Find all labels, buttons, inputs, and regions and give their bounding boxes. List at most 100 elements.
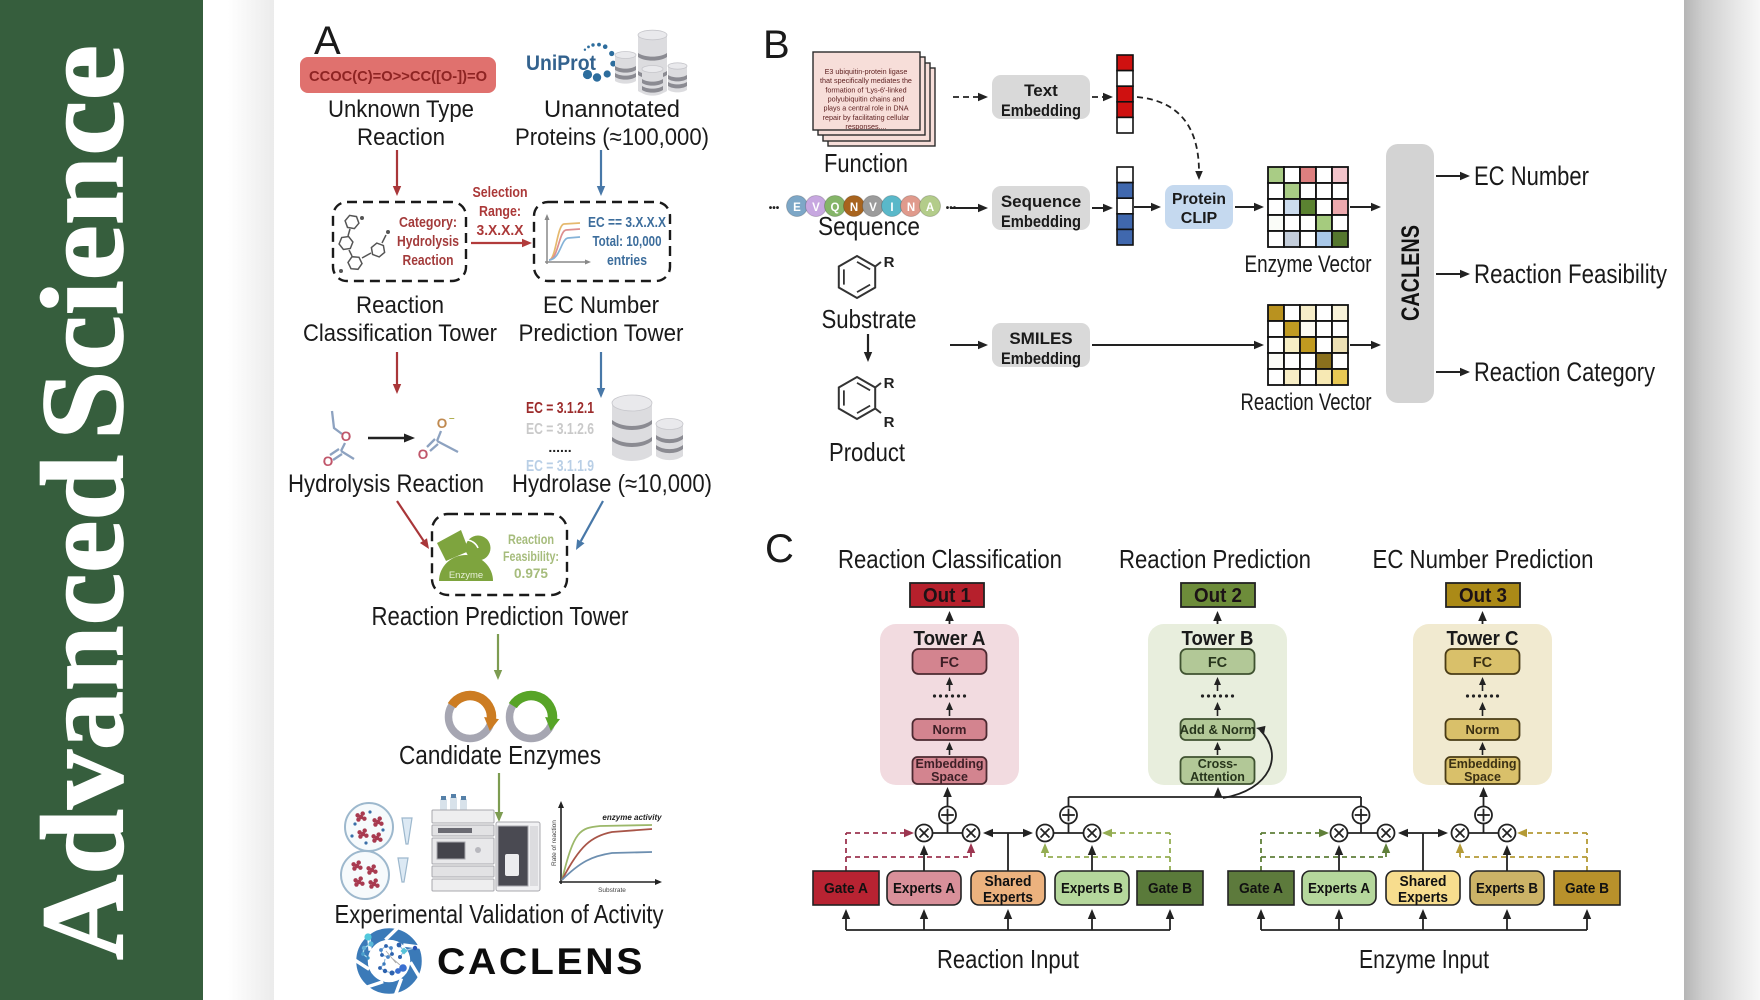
svg-text:Attention: Attention	[1190, 770, 1245, 784]
svg-text:Unannotated: Unannotated	[544, 96, 680, 123]
svg-text:Feasibility:: Feasibility:	[503, 548, 559, 564]
svg-text:Prediction Tower: Prediction Tower	[519, 320, 684, 347]
svg-text:Reaction Vector: Reaction Vector	[1241, 389, 1372, 416]
svg-text:CACLENS: CACLENS	[1397, 225, 1425, 321]
svg-text:Shared: Shared	[985, 874, 1032, 890]
svg-text:Reaction Feasibility: Reaction Feasibility	[1474, 259, 1667, 289]
svg-text:Gate B: Gate B	[1565, 881, 1609, 897]
svg-text:Out 1: Out 1	[923, 585, 971, 607]
svg-text:N: N	[850, 202, 858, 214]
svg-text:Hydrolysis Reaction: Hydrolysis Reaction	[288, 470, 484, 498]
svg-text:I: I	[890, 202, 893, 214]
svg-text:enzyme activity: enzyme activity	[602, 813, 662, 822]
svg-text:EC = 3.1.2.6: EC = 3.1.2.6	[526, 421, 594, 438]
svg-text:V: V	[869, 202, 877, 214]
svg-text:Enzyme Input: Enzyme Input	[1359, 944, 1490, 974]
svg-text:FC: FC	[1208, 655, 1228, 671]
svg-text:Science: Science	[17, 45, 148, 440]
svg-text:Reaction Input: Reaction Input	[937, 944, 1080, 974]
svg-text:Embedding: Embedding	[915, 757, 983, 771]
svg-text:FC: FC	[1473, 655, 1493, 671]
svg-text:Function: Function	[824, 148, 908, 178]
svg-text:3.X.X.X: 3.X.X.X	[477, 223, 524, 239]
svg-text:Norm: Norm	[933, 722, 967, 737]
svg-text:SMILES: SMILES	[1009, 329, 1072, 348]
svg-text:R: R	[884, 414, 895, 431]
svg-text:Tower B: Tower B	[1182, 628, 1254, 650]
svg-text:UniProt: UniProt	[526, 51, 596, 75]
svg-text:Reaction: Reaction	[508, 531, 554, 547]
svg-text:Embedding: Embedding	[1001, 349, 1081, 368]
svg-text:Range:: Range:	[479, 204, 521, 220]
svg-text:Reaction Category: Reaction Category	[1474, 357, 1655, 387]
svg-text:Gate A: Gate A	[1239, 881, 1283, 897]
svg-text:Candidate Enzymes: Candidate Enzymes	[399, 742, 601, 770]
svg-text:Out 3: Out 3	[1459, 585, 1507, 607]
svg-text:Out 2: Out 2	[1194, 585, 1242, 607]
svg-text:that specifically mediates the: that specifically mediates the	[820, 76, 912, 85]
svg-text:–: –	[449, 413, 455, 424]
svg-text:Reaction Prediction Tower: Reaction Prediction Tower	[372, 603, 629, 631]
svg-text:entries: entries	[607, 253, 647, 269]
svg-text:Selection: Selection	[473, 185, 528, 201]
svg-text:Experts A: Experts A	[893, 881, 955, 897]
svg-text:......: ......	[548, 439, 571, 455]
svg-text:Gate B: Gate B	[1148, 881, 1192, 897]
svg-text:Reaction: Reaction	[356, 292, 444, 319]
svg-text:O: O	[341, 429, 352, 444]
svg-text:R: R	[884, 375, 895, 392]
svg-text:Space: Space	[1464, 770, 1501, 784]
svg-text:Experts B: Experts B	[1476, 881, 1538, 897]
svg-text:Text: Text	[1024, 81, 1058, 100]
svg-text:N: N	[907, 202, 915, 214]
svg-text:Embedding: Embedding	[1001, 101, 1081, 120]
svg-text:formation of 'Lys-6'-linked: formation of 'Lys-6'-linked	[825, 85, 906, 94]
svg-text:Experts A: Experts A	[1308, 881, 1370, 897]
svg-text:E: E	[793, 202, 801, 214]
svg-text:EC Number: EC Number	[1474, 161, 1589, 191]
svg-text:Protein: Protein	[1172, 191, 1226, 208]
svg-text:Substrate: Substrate	[822, 304, 917, 334]
svg-text:Embedding: Embedding	[1448, 757, 1516, 771]
svg-text:Substrate: Substrate	[598, 887, 626, 894]
svg-text:EC Number: EC Number	[543, 292, 659, 319]
svg-text:FC: FC	[940, 655, 960, 671]
svg-text:R: R	[884, 254, 895, 271]
svg-text:Tower C: Tower C	[1447, 628, 1519, 650]
svg-text:Sequence: Sequence	[818, 211, 920, 241]
svg-text:Shared: Shared	[1400, 874, 1447, 890]
svg-text:Cross-: Cross-	[1198, 757, 1238, 771]
svg-text:0.975: 0.975	[514, 565, 548, 581]
svg-text:EC Number Prediction: EC Number Prediction	[1373, 544, 1594, 574]
svg-text:A: A	[926, 202, 934, 214]
svg-text:CCOC(C)=O>>CC([O-])=O: CCOC(C)=O>>CC([O-])=O	[309, 68, 487, 85]
svg-text:Gate A: Gate A	[824, 881, 868, 897]
svg-text:Experts: Experts	[983, 890, 1033, 906]
svg-text:Unknown Type: Unknown Type	[328, 96, 474, 123]
svg-text:Norm: Norm	[1466, 722, 1500, 737]
svg-text:polyubiquitin chains and: polyubiquitin chains and	[828, 94, 905, 103]
svg-text:repair by facilitating cellula: repair by facilitating cellular	[823, 113, 910, 122]
svg-text:EC = 3.1.2.1: EC = 3.1.2.1	[526, 400, 594, 417]
svg-text:EC == 3.X.X.X: EC == 3.X.X.X	[588, 215, 666, 231]
svg-text:Embedding: Embedding	[1001, 212, 1081, 231]
svg-text:O: O	[437, 416, 448, 431]
svg-text:Advanced: Advanced	[17, 455, 148, 960]
svg-text:Reaction: Reaction	[357, 124, 445, 151]
svg-text:Add & Norm: Add & Norm	[1180, 722, 1256, 737]
svg-text:Rate of reaction: Rate of reaction	[551, 820, 558, 866]
svg-text:Reaction Classification: Reaction Classification	[838, 544, 1062, 574]
svg-text:plays a central role in DNA: plays a central role in DNA	[823, 104, 908, 113]
svg-text:Space: Space	[931, 770, 968, 784]
svg-text:O: O	[418, 447, 429, 462]
svg-text:V: V	[812, 202, 820, 214]
svg-text:Proteins (≈100,000): Proteins (≈100,000)	[515, 124, 709, 151]
svg-text:Experts B: Experts B	[1061, 881, 1123, 897]
svg-text:responses....: responses....	[845, 122, 886, 131]
svg-text:•••: •••	[769, 203, 780, 214]
svg-text:Hydrolysis: Hydrolysis	[397, 234, 459, 250]
svg-text:B: B	[763, 23, 790, 67]
svg-text:CACLENS: CACLENS	[437, 941, 645, 982]
svg-text:Product: Product	[829, 437, 906, 467]
svg-text:Category:: Category:	[399, 215, 457, 231]
